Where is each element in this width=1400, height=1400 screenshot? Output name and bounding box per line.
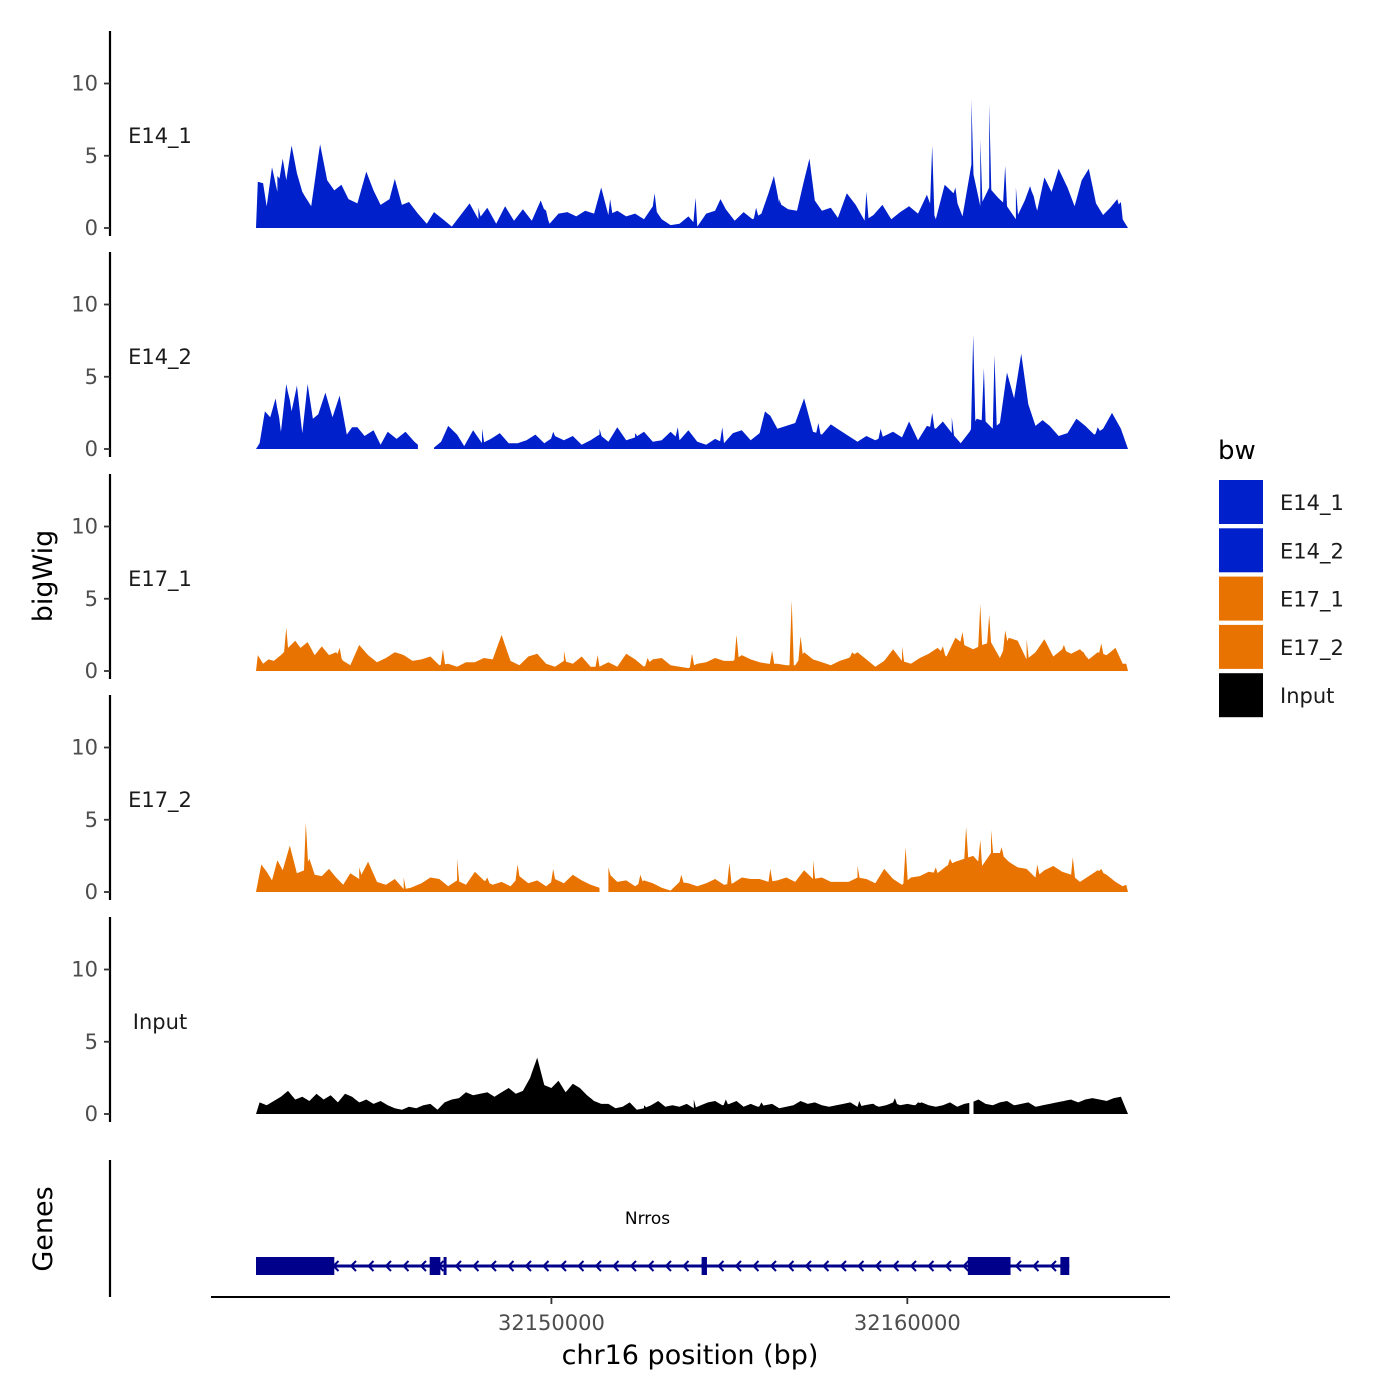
y-tick-label: 10 xyxy=(71,72,98,96)
y-axis-title-genes: Genes xyxy=(28,1186,59,1271)
legend-title: bw xyxy=(1218,436,1256,466)
legend-swatch-E14_1 xyxy=(1219,480,1263,524)
strand-arrow xyxy=(787,1260,795,1272)
strand-arrow xyxy=(349,1260,357,1272)
x-tick-label: 32150000 xyxy=(498,1311,605,1335)
legend-swatch-E17_2 xyxy=(1219,624,1263,669)
strand-arrow xyxy=(384,1260,392,1272)
strand-arrow xyxy=(962,1260,970,1272)
signal-tracks: 0 5 10 E14_1 0 5 10 E14_2 0 5 10 E17_1 0 5 10 E17_2 0 5 10… xyxy=(71,31,1128,1126)
x-tick-label: 32160000 xyxy=(854,1311,961,1335)
strand-arrow xyxy=(822,1260,830,1272)
strand-arrow xyxy=(927,1260,935,1272)
track-name-label: Input xyxy=(133,1010,187,1034)
strand-arrow xyxy=(752,1260,760,1272)
signal-area-Input xyxy=(256,1057,970,1114)
y-tick-label: 5 xyxy=(85,144,98,168)
track-name-label: E14_2 xyxy=(128,345,192,370)
y-tick-label: 0 xyxy=(85,216,98,240)
strand-arrow xyxy=(489,1260,497,1272)
strand-arrow xyxy=(402,1260,410,1272)
y-tick-label: 0 xyxy=(85,659,98,683)
track-E17_2: 0 5 10 E17_2 xyxy=(71,695,1128,904)
strand-arrow xyxy=(559,1260,567,1272)
legend-label-E14_2: E14_2 xyxy=(1280,539,1344,564)
y-tick-label: 5 xyxy=(85,1030,98,1054)
gene-exon xyxy=(256,1257,335,1275)
y-tick-label: 10 xyxy=(71,736,98,760)
strand-arrow xyxy=(664,1260,672,1272)
strand-arrow xyxy=(1032,1260,1040,1272)
strand-arrow xyxy=(1014,1260,1022,1272)
strand-arrow xyxy=(524,1260,532,1272)
track-Input: 0 5 10 Input xyxy=(71,917,1128,1126)
signal-area-Input xyxy=(973,1096,1128,1114)
signal-area-E14_1 xyxy=(256,99,1128,229)
strand-arrow xyxy=(612,1260,620,1272)
strand-arrow xyxy=(682,1260,690,1272)
strand-arrow xyxy=(857,1260,865,1272)
gene-exon xyxy=(443,1257,447,1275)
strand-arrow xyxy=(892,1260,900,1272)
legend: bw E14_1 E14_2 E17_1 E17_2 Input xyxy=(1218,436,1344,718)
signal-area-E14_2 xyxy=(434,334,1128,449)
y-tick-label: 0 xyxy=(85,1102,98,1126)
y-tick-label: 0 xyxy=(85,880,98,904)
gene-track: Nrros xyxy=(108,1160,1070,1297)
strand-arrow xyxy=(629,1260,637,1272)
strand-arrow xyxy=(804,1260,812,1272)
legend-swatch-Input xyxy=(1219,673,1263,718)
gene-Nrros: Nrros xyxy=(256,1209,1070,1275)
y-tick-label: 10 xyxy=(71,958,98,982)
legend-swatch-E17_1 xyxy=(1219,576,1263,621)
y-tick-label: 10 xyxy=(71,293,98,317)
strand-arrow xyxy=(734,1260,742,1272)
legend-label-E17_2: E17_2 xyxy=(1280,636,1344,661)
strand-arrow xyxy=(454,1260,462,1272)
legend-label-E17_1: E17_1 xyxy=(1280,588,1344,613)
gene-exon xyxy=(967,1257,1011,1275)
y-tick-label: 5 xyxy=(85,587,98,611)
gene-name-label: Nrros xyxy=(625,1209,670,1229)
track-E17_1: 0 5 10 E17_1 xyxy=(71,474,1128,683)
strand-arrow xyxy=(1049,1260,1057,1272)
track-name-label: E17_2 xyxy=(128,788,192,813)
strand-arrow xyxy=(507,1260,515,1272)
gene-exon xyxy=(429,1257,441,1275)
legend-label-Input: Input xyxy=(1280,684,1334,708)
strand-arrow xyxy=(909,1260,917,1272)
y-axis-title-bigwig: bigWig xyxy=(28,530,59,623)
strand-arrow xyxy=(874,1260,882,1272)
x-axis-title: chr16 position (bp) xyxy=(562,1340,819,1371)
strand-arrow xyxy=(717,1260,725,1272)
gene-exon xyxy=(701,1257,707,1275)
strand-arrow xyxy=(542,1260,550,1272)
y-tick-label: 5 xyxy=(85,365,98,389)
legend-swatch-E14_2 xyxy=(1219,528,1263,573)
y-tick-label: 10 xyxy=(71,515,98,539)
signal-area-E14_2 xyxy=(256,384,418,449)
strand-arrow xyxy=(472,1260,480,1272)
track-E14_1: 0 5 10 E14_1 xyxy=(71,31,1128,240)
signal-area-E17_2 xyxy=(608,827,1128,892)
x-axis: 32150000 32160000 xyxy=(211,1296,1170,1335)
signal-area-E17_2 xyxy=(256,822,600,892)
gene-exon xyxy=(1060,1257,1070,1275)
strand-arrow xyxy=(594,1260,602,1272)
strand-arrow xyxy=(577,1260,585,1272)
strand-arrow xyxy=(419,1260,427,1272)
track-name-label: E17_1 xyxy=(128,567,192,592)
strand-arrow xyxy=(944,1260,952,1272)
strand-arrow xyxy=(839,1260,847,1272)
track-name-label: E14_1 xyxy=(128,124,192,149)
signal-area-E17_1 xyxy=(256,600,1128,671)
strand-arrow xyxy=(367,1260,375,1272)
strand-arrow xyxy=(647,1260,655,1272)
y-tick-label: 0 xyxy=(85,437,98,461)
track-E14_2: 0 5 10 E14_2 xyxy=(71,252,1128,461)
strand-arrow xyxy=(769,1260,777,1272)
legend-label-E14_1: E14_1 xyxy=(1280,491,1344,516)
y-tick-label: 5 xyxy=(85,808,98,832)
